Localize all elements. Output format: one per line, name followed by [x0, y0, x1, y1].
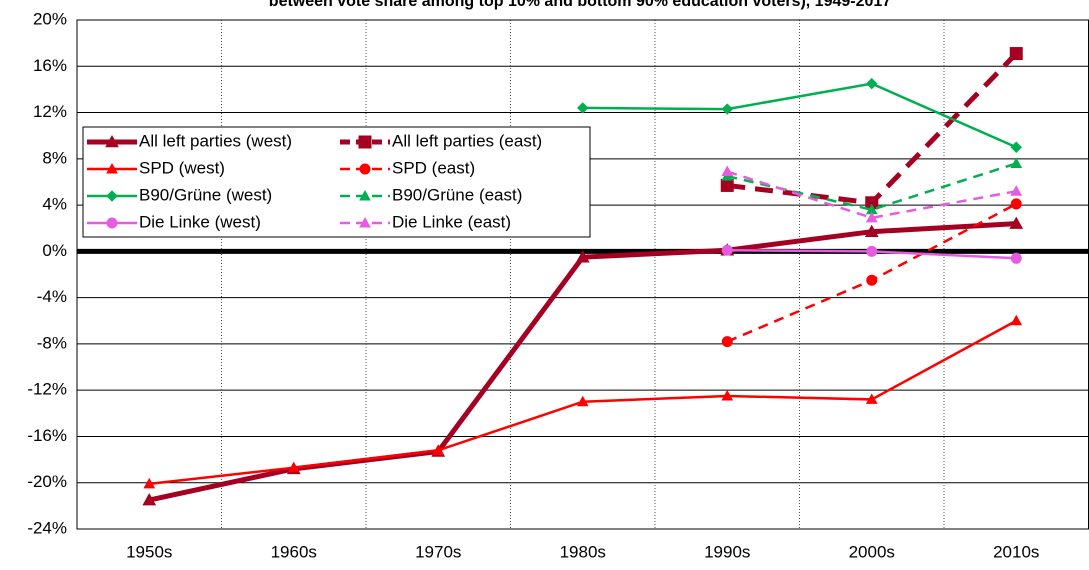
marker [865, 393, 878, 404]
marker [1010, 185, 1023, 196]
x-tick-label: 1980s [560, 542, 606, 561]
marker [865, 211, 878, 223]
marker [142, 493, 157, 506]
marker [1010, 198, 1022, 210]
legend-box [82, 126, 591, 238]
legend-label: Die Linke (west) [139, 212, 261, 231]
marker [1010, 252, 1022, 264]
y-tick-label: -8% [37, 333, 67, 352]
x-tick-label: 2010s [993, 542, 1039, 561]
legend-label: B90/Grüne (west) [139, 185, 272, 204]
y-tick-label: -4% [37, 287, 67, 306]
legend-label: SPD (west) [139, 158, 225, 177]
marker [359, 216, 371, 228]
marker [866, 245, 878, 257]
marker [575, 250, 590, 263]
y-tick-label: 12% [33, 102, 67, 121]
marker [106, 217, 118, 229]
x-tick-label: 1950s [126, 542, 172, 561]
legend-label: All left parties (west) [139, 131, 292, 150]
y-tick-label: 20% [33, 9, 67, 28]
marker [577, 102, 589, 114]
y-tick-label: -20% [27, 472, 67, 491]
y-tick-label: -12% [27, 380, 67, 399]
marker [576, 395, 589, 407]
y-tick-label: 0% [42, 241, 67, 260]
marker [359, 163, 371, 175]
legend-label: All left parties (east) [392, 131, 542, 150]
legend-label: Die Linke (east) [392, 212, 511, 231]
marker [866, 77, 878, 90]
marker [720, 178, 734, 192]
marker [864, 224, 879, 237]
x-tick-label: 1970s [415, 542, 461, 561]
marker [1010, 141, 1022, 153]
marker [721, 165, 734, 177]
x-tick-label: 1990s [704, 542, 750, 561]
y-tick-label: 4% [42, 195, 67, 214]
y-tick-label: 8% [42, 148, 67, 167]
legend-label: SPD (east) [392, 158, 475, 177]
series-line [582, 82, 1017, 149]
y-tick-label: -16% [27, 426, 67, 445]
marker [721, 336, 733, 348]
y-tick-label: 16% [33, 56, 67, 75]
marker [432, 444, 445, 455]
marker [1010, 314, 1023, 326]
marker [358, 135, 372, 149]
marker [721, 244, 733, 256]
series-line [148, 221, 1017, 503]
chart-title: between vote share among top 10% and bot… [269, 0, 892, 10]
marker [105, 134, 119, 148]
marker [106, 190, 118, 202]
y-tick-label: -24% [27, 518, 67, 537]
x-tick-label: 2000s [849, 542, 895, 561]
marker [143, 477, 156, 489]
marker [106, 162, 118, 174]
marker [721, 103, 733, 115]
marker [1009, 216, 1024, 229]
marker [1009, 47, 1023, 61]
plot-frame [76, 19, 1089, 530]
legend-label: B90/Grüne (east) [392, 185, 522, 204]
x-tick-label: 1960s [271, 542, 317, 561]
marker [359, 189, 371, 201]
marker [721, 389, 734, 401]
marker [1010, 157, 1023, 168]
marker [866, 274, 878, 286]
marker [287, 461, 300, 473]
